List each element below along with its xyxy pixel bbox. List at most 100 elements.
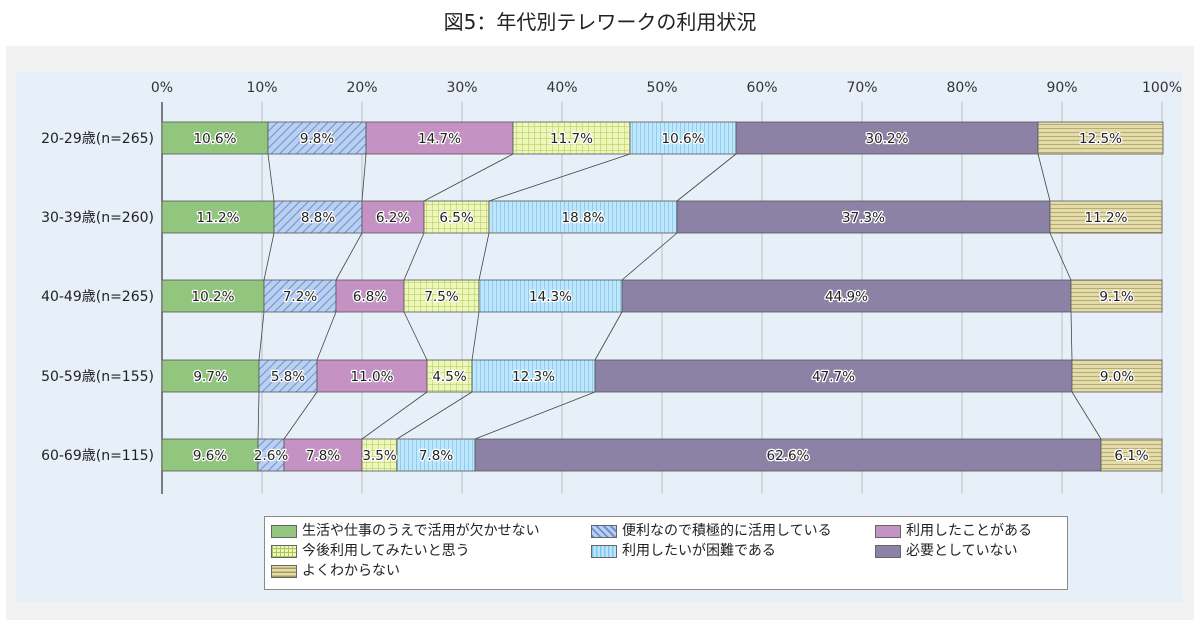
data-label: 6.5% bbox=[439, 210, 473, 226]
legend-swatch bbox=[271, 544, 297, 558]
connector-line bbox=[361, 391, 428, 440]
data-label: 10.6% bbox=[194, 131, 237, 147]
legend-item: 今後利用してみたいと思う bbox=[271, 542, 470, 560]
legend-label: 利用したことがある bbox=[906, 523, 1032, 539]
legend-label: 便利なので積極的に活用している bbox=[622, 523, 832, 539]
x-tick-label: 60% bbox=[746, 80, 777, 96]
bar-segment bbox=[361, 200, 425, 234]
legend-swatch bbox=[271, 524, 297, 538]
bar-segment bbox=[621, 279, 1072, 313]
legend-swatch bbox=[591, 524, 617, 538]
connector-line bbox=[471, 311, 480, 361]
data-label: 5.8% bbox=[271, 369, 305, 385]
bar-segment bbox=[396, 438, 476, 472]
data-label: 6.2% bbox=[376, 210, 410, 226]
data-label: 62.6% bbox=[767, 448, 810, 464]
legend-swatch bbox=[875, 544, 901, 558]
data-label: 9.8% bbox=[300, 131, 334, 147]
bar-segment bbox=[594, 359, 1073, 393]
data-label: 30.2% bbox=[866, 131, 909, 147]
x-tick-label: 50% bbox=[646, 80, 677, 96]
connector-line bbox=[594, 311, 623, 361]
data-label: 9.6% bbox=[193, 448, 227, 464]
x-tick-label: 70% bbox=[846, 80, 877, 96]
data-label: 9.7% bbox=[193, 369, 227, 385]
bar-segment bbox=[1070, 279, 1163, 313]
connector-line bbox=[1049, 232, 1072, 281]
x-tick-label: 90% bbox=[1046, 80, 1077, 96]
connector-line bbox=[1037, 153, 1051, 202]
bar-segment bbox=[267, 121, 367, 155]
category-label: 60-69歳(n=115) bbox=[41, 448, 154, 464]
bar-segment bbox=[361, 438, 398, 472]
bar-segment bbox=[676, 200, 1051, 234]
data-label: 7.8% bbox=[419, 448, 453, 464]
x-tick-label: 80% bbox=[946, 80, 977, 96]
connector-line bbox=[361, 153, 367, 202]
data-label: 6.8% bbox=[353, 289, 387, 305]
bar-segment bbox=[403, 279, 480, 313]
bar-segment bbox=[474, 438, 1102, 472]
bar-segment bbox=[161, 200, 275, 234]
connector-line bbox=[488, 153, 631, 202]
plot-panel bbox=[16, 72, 1182, 602]
data-label: 37.3% bbox=[842, 210, 885, 226]
data-label: 12.5% bbox=[1079, 131, 1122, 147]
bar-segment bbox=[161, 279, 265, 313]
data-label: 11.7% bbox=[550, 131, 593, 147]
legend-swatch bbox=[271, 564, 297, 578]
connector-line bbox=[257, 391, 260, 440]
category-label: 30-39歳(n=260) bbox=[41, 210, 154, 226]
legend-item: 必要としていない bbox=[875, 542, 1018, 560]
data-label: 8.8% bbox=[301, 210, 335, 226]
connector-line bbox=[423, 153, 514, 202]
data-label: 2.6% bbox=[254, 448, 288, 464]
x-tick-label: 30% bbox=[446, 80, 477, 96]
legend-label: 利用したいが困難である bbox=[622, 543, 776, 559]
data-label: 11.0% bbox=[351, 369, 394, 385]
bar-segment bbox=[471, 359, 596, 393]
data-label: 14.3% bbox=[529, 289, 572, 305]
connector-line bbox=[478, 232, 490, 281]
data-label: 3.5% bbox=[362, 448, 396, 464]
connector-line bbox=[474, 391, 596, 440]
bar-segment bbox=[1049, 200, 1163, 234]
bar-segment bbox=[273, 200, 363, 234]
connector-line bbox=[335, 232, 363, 281]
x-tick-label: 10% bbox=[246, 80, 277, 96]
legend-label: 今後利用してみたいと思う bbox=[302, 543, 470, 559]
bar-segment bbox=[478, 279, 623, 313]
x-tick-label: 100% bbox=[1142, 80, 1182, 96]
data-label: 18.8% bbox=[562, 210, 605, 226]
connector-line bbox=[267, 153, 275, 202]
bar-segment bbox=[1037, 121, 1164, 155]
category-label: 50-59歳(n=155) bbox=[41, 369, 154, 385]
data-label: 6.1% bbox=[1114, 448, 1148, 464]
legend-swatch bbox=[875, 524, 901, 538]
connector-line bbox=[263, 232, 275, 281]
connector-line bbox=[403, 232, 425, 281]
legend-item: 便利なので積極的に活用している bbox=[591, 522, 832, 540]
data-label: 11.2% bbox=[197, 210, 240, 226]
bar-segment bbox=[263, 279, 337, 313]
legend-item: 生活や仕事のうえで活用が欠かせない bbox=[271, 522, 540, 540]
bar-segment bbox=[423, 200, 490, 234]
x-tick-label: 0% bbox=[151, 80, 173, 96]
connector-line bbox=[621, 232, 678, 281]
data-label: 7.5% bbox=[424, 289, 458, 305]
legend-swatch bbox=[591, 544, 617, 558]
legend-item: 利用したいが困難である bbox=[591, 542, 776, 560]
connector-line bbox=[1070, 311, 1073, 361]
chart-title: 図5：年代別テレワークの利用状況 bbox=[443, 10, 757, 34]
data-label: 47.7% bbox=[812, 369, 855, 385]
connector-line bbox=[1071, 391, 1102, 440]
data-label: 7.8% bbox=[306, 448, 340, 464]
data-label: 12.3% bbox=[512, 369, 555, 385]
data-label: 10.2% bbox=[192, 289, 235, 305]
legend-label: よくわからない bbox=[302, 563, 400, 579]
data-label: 44.9% bbox=[825, 289, 868, 305]
bar-segment bbox=[161, 438, 259, 472]
data-label: 11.2% bbox=[1085, 210, 1128, 226]
bar-segment bbox=[735, 121, 1039, 155]
